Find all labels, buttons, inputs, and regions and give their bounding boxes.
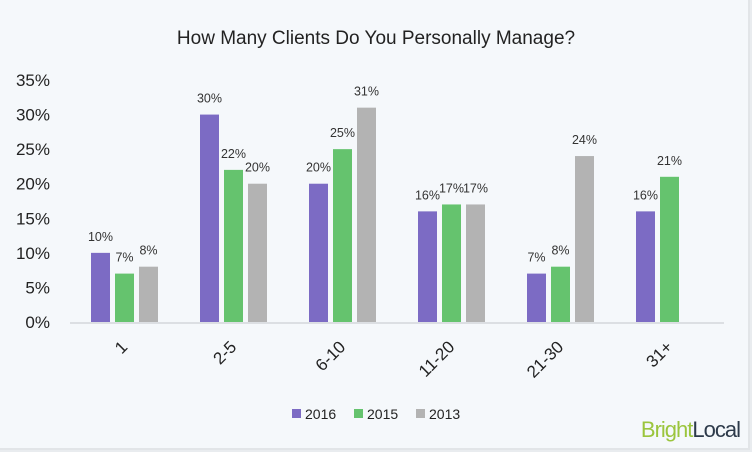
data-label: 21% — [657, 154, 682, 168]
data-label: 24% — [572, 133, 597, 147]
data-label: 17% — [439, 181, 464, 195]
bar-2015-31+ — [660, 176, 679, 322]
bar-2013-6-10 — [357, 107, 376, 323]
x-tick-label: 21-30 — [523, 337, 567, 381]
data-label: 25% — [330, 126, 355, 140]
data-label: 20% — [306, 161, 331, 175]
data-label: 16% — [415, 188, 440, 202]
legend-label: 2013 — [429, 406, 460, 422]
bar-2016-11-20 — [418, 211, 437, 322]
data-label: 8% — [551, 244, 569, 258]
data-label: 31% — [354, 85, 379, 99]
data-label: 8% — [139, 244, 157, 258]
x-tick-label: 31+ — [642, 337, 676, 371]
bar-2016-2-5 — [200, 114, 219, 322]
x-tick-label: 2-5 — [210, 337, 241, 368]
data-label: 7% — [527, 251, 545, 265]
data-label: 16% — [633, 188, 658, 202]
bar-2015-6-10 — [333, 149, 352, 322]
bar-2013-21-30 — [575, 156, 594, 322]
legend-swatch-2015 — [354, 409, 363, 418]
data-label: 7% — [115, 251, 133, 265]
chart-title: How Many Clients Do You Personally Manag… — [177, 28, 575, 49]
data-label: 20% — [245, 161, 270, 175]
bar-2015-11-20 — [442, 204, 461, 322]
data-label: 30% — [197, 92, 222, 106]
x-tick-label: 11-20 — [415, 337, 458, 380]
y-tick-label: 35% — [16, 71, 50, 90]
y-tick-label: 20% — [16, 175, 50, 194]
x-tick-label: 1 — [111, 337, 131, 357]
y-tick-label: 15% — [16, 209, 50, 228]
data-label: 22% — [221, 147, 246, 161]
bar-2016-21-30 — [527, 273, 546, 322]
legend-swatch-2016 — [292, 409, 301, 418]
bar-2015-21-30 — [551, 266, 570, 322]
y-tick-label: 5% — [25, 278, 50, 297]
bar-2016-31+ — [636, 211, 655, 322]
bar-2013-1 — [139, 266, 158, 322]
data-label: 17% — [463, 181, 488, 195]
legend-label: 2016 — [305, 406, 336, 422]
bar-2015-2-5 — [224, 169, 243, 322]
x-tick-label: 6-10 — [312, 337, 349, 374]
y-tick-label: 10% — [16, 244, 50, 263]
bar-2013-2-5 — [248, 183, 267, 322]
legend-label: 2015 — [367, 406, 398, 422]
bar-2013-11-20 — [466, 204, 485, 322]
y-tick-label: 25% — [16, 140, 50, 159]
legend-swatch-2013 — [416, 409, 425, 418]
y-tick-label: 0% — [25, 313, 50, 332]
brightlocal-logo: BrightLocal — [641, 417, 740, 442]
bar-2016-1 — [91, 252, 110, 322]
y-tick-label: 30% — [16, 106, 50, 125]
bar-2015-1 — [115, 273, 134, 322]
data-label: 10% — [88, 230, 113, 244]
bar-2016-6-10 — [309, 183, 328, 322]
